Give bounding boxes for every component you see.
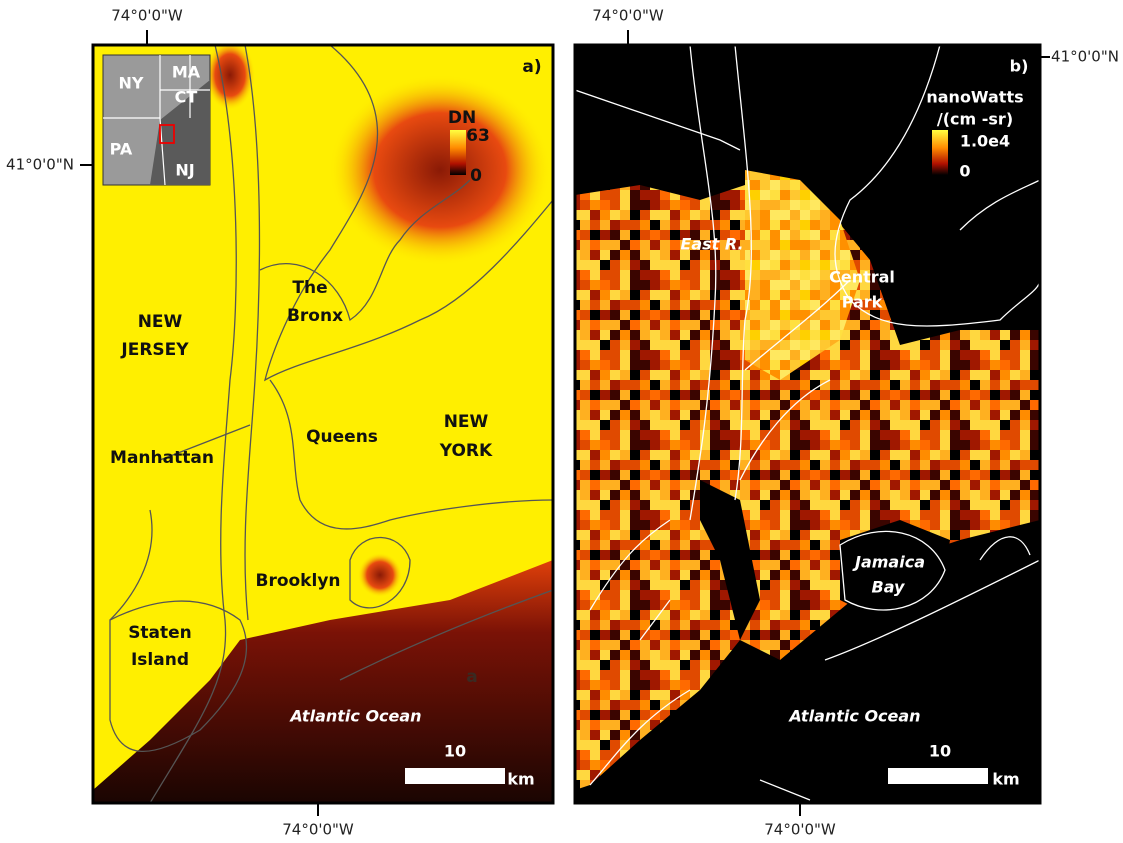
place-label: NEW — [138, 312, 183, 332]
place-label: Manhattan — [110, 448, 214, 468]
scale-unit: km — [992, 770, 1019, 789]
place-label: Bay — [872, 578, 906, 597]
place-label: Queens — [306, 427, 378, 447]
legend-title: /(cm -sr) — [937, 110, 1013, 129]
stray-label: a — [466, 667, 477, 687]
coord-label: 74°0'0"W — [111, 7, 183, 25]
place-label: Central — [829, 268, 895, 287]
legend-min: 0 — [959, 162, 970, 181]
scale-bar — [405, 768, 505, 784]
coord-label: 74°0'0"W — [282, 821, 354, 839]
coord-label: 74°0'0"W — [764, 821, 836, 839]
place-label: Atlantic Ocean — [288, 707, 421, 726]
place-label: Staten — [128, 623, 192, 643]
legend-colorbar — [932, 130, 948, 175]
coord-label: 41°0'0"N — [1051, 48, 1119, 66]
place-label: YORK — [439, 441, 493, 461]
place-label: Atlantic Ocean — [787, 707, 920, 726]
panel-label: a) — [522, 57, 541, 77]
inset-label: CT — [175, 88, 198, 107]
place-label: Jamaica — [852, 553, 925, 572]
inset-label: NY — [119, 74, 144, 93]
legend-title: nanoWatts — [926, 88, 1023, 107]
coord-label: 41°0'0"N — [6, 156, 74, 174]
inset-label: NJ — [175, 161, 194, 180]
coord-label: 74°0'0"W — [592, 7, 664, 25]
scale-length: 10 — [929, 742, 951, 761]
scale-unit: km — [507, 770, 534, 789]
place-label: The — [292, 278, 327, 298]
place-label: NEW — [444, 412, 489, 432]
legend-colorbar — [450, 130, 466, 175]
place-label: East R. — [680, 235, 743, 254]
legend-title: DN — [448, 108, 476, 128]
glow — [358, 553, 402, 597]
panel-b-map — [575, 45, 1040, 803]
inset-label: PA — [110, 140, 133, 159]
glow — [330, 75, 550, 265]
place-label: Bronx — [287, 306, 343, 326]
place-label: Island — [131, 650, 189, 670]
legend-min: 0 — [470, 166, 482, 186]
panel-label: b) — [1010, 57, 1029, 76]
figure: NY MA CT PA NJ a) DN 63 0 The Bronx NEW … — [0, 0, 1123, 843]
scale-bar — [888, 768, 988, 784]
glow — [205, 40, 255, 110]
inset-label: MA — [172, 63, 201, 82]
place-label: Brooklyn — [255, 571, 340, 591]
place-label: JERSEY — [120, 340, 189, 360]
place-label: Park — [842, 293, 883, 312]
inset-map: NY MA CT PA NJ — [103, 55, 210, 185]
legend-max: 1.0e4 — [960, 132, 1010, 151]
legend-max: 63 — [466, 126, 490, 146]
scale-length: 10 — [444, 742, 466, 761]
